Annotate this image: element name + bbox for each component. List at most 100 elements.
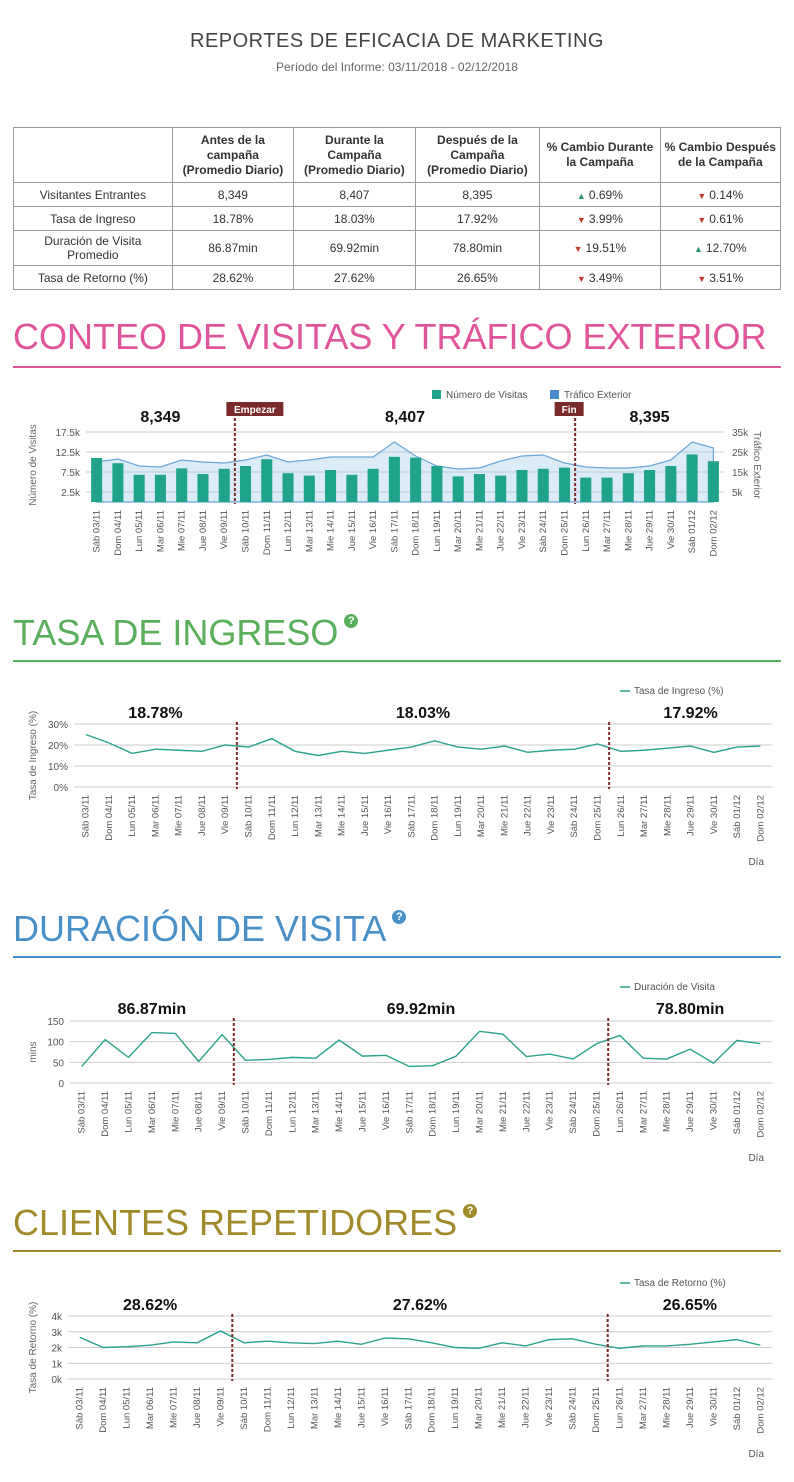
x-tick-label: Mar 13/11 — [309, 1387, 320, 1429]
visits-bar — [686, 454, 698, 502]
summary-cell-after: 26.65% — [414, 265, 541, 290]
x-tick-label: Mar 20/11 — [453, 510, 464, 552]
x-tick-label: Vie 23/11 — [546, 795, 557, 834]
x-tick-label: Jue 22/11 — [496, 510, 507, 551]
x-tick-label: Jue 29/11 — [645, 510, 656, 551]
legend-label: Duración de Visita — [634, 982, 715, 993]
help-icon[interactable]: ? — [344, 614, 359, 628]
x-axis-label: Día — [748, 1449, 764, 1460]
x-tick-label: Dom 02/12 — [755, 1091, 766, 1137]
x-tick-label: Vie 09/11 — [220, 795, 231, 834]
x-tick-label: Jue 22/11 — [521, 1387, 532, 1428]
x-tick-label: Lun 05/11 — [122, 1387, 133, 1429]
help-icon[interactable]: ? — [392, 910, 407, 924]
summary-header-row: Antes de la campaña (Promedio Diario) Du… — [13, 127, 782, 183]
y2-tick-label: 5k — [732, 488, 744, 499]
x-tick-label: Vie 09/11 — [217, 1091, 228, 1130]
summary-cell-change-after: ▼ 0.61% — [659, 206, 782, 231]
x-tick-label: Jue 29/11 — [686, 795, 697, 836]
y-tick-label: 17.5k — [56, 428, 81, 439]
summary-cell-change-during: ▼ 3.99% — [539, 206, 661, 231]
x-tick-label: Sáb 03/11 — [92, 510, 103, 553]
x-tick-label: Vie 30/11 — [708, 1387, 719, 1426]
visits-bar — [218, 468, 230, 502]
y2-tick-label: 25k — [732, 448, 749, 459]
x-tick-label: Dom 25/11 — [560, 510, 571, 556]
x-tick-label: Mie 14/11 — [333, 1387, 344, 1428]
summary-row-label: Tasa de Ingreso — [13, 206, 173, 231]
period-average-label: 8,407 — [385, 409, 425, 426]
x-tick-label: Sáb 17/11 — [389, 510, 400, 553]
summary-header-change-during: % Cambio Durante la Campaña — [539, 127, 661, 183]
data-line — [79, 1330, 761, 1349]
x-tick-label: Mar 27/11 — [638, 1091, 649, 1133]
visits-bar — [261, 459, 273, 502]
x-tick-label: Mie 21/11 — [474, 510, 485, 551]
summary-header-blank — [13, 127, 173, 183]
arrow-down-icon: ▼ — [697, 273, 707, 284]
x-tick-label: Lun 26/11 — [581, 510, 592, 552]
visit-duration-chart: 0 50 100 150 mins Sáb 03/11 Dom 04/11 Lun 05/11… — [28, 982, 772, 1164]
legend-swatch — [550, 390, 559, 399]
summary-cell-change-after: ▼ 3.51% — [659, 265, 782, 290]
x-tick-label: Mar 20/11 — [476, 795, 487, 837]
help-icon[interactable]: ? — [463, 1204, 478, 1218]
summary-row-label: Visitantes Entrantes — [13, 182, 173, 207]
x-tick-label: Mie 07/11 — [174, 795, 185, 836]
x-tick-label: Mie 21/11 — [498, 1091, 509, 1132]
x-tick-label: Vie 09/11 — [216, 1387, 227, 1426]
x-tick-label: Mar 20/11 — [475, 1091, 486, 1133]
y-tick-label: 0% — [54, 783, 69, 794]
x-tick-label: Dom 02/12 — [755, 795, 766, 841]
visits-bar — [410, 457, 422, 502]
visits-bar — [303, 475, 315, 502]
data-line — [85, 733, 761, 757]
x-tick-label: Dom 18/11 — [428, 1091, 439, 1137]
x-tick-label: Vie 23/11 — [517, 510, 528, 549]
x-tick-label: Vie 16/11 — [368, 510, 379, 549]
x-tick-label: Dom 02/12 — [708, 510, 719, 556]
x-tick-label: Sáb 10/11 — [239, 1387, 250, 1430]
x-tick-label: Dom 11/11 — [262, 510, 273, 555]
return-rate-chart: 0k 1k 2k 3k 4k Tasa de Retorno (%) Sáb 03/11 Do… — [28, 1278, 772, 1460]
x-tick-label: Dom 25/11 — [591, 1387, 602, 1433]
x-tick-label: Vie 16/11 — [380, 1387, 391, 1426]
visits-bar — [558, 467, 571, 502]
legend-swatch — [432, 390, 441, 399]
arrow-down-icon: ▼ — [697, 190, 707, 201]
section-title-duration-text: DURACIÓN DE VISITA — [13, 908, 387, 949]
report-title: REPORTES DE EFICACIA DE MARKETING — [190, 30, 604, 52]
visits-bar — [537, 468, 549, 502]
campaign-marker-badge — [554, 402, 584, 416]
arrow-up-icon: ▲ — [693, 243, 703, 254]
x-tick-label: Lun 26/11 — [614, 1387, 625, 1429]
summary-cell-before: 28.62% — [171, 265, 295, 290]
legend-label: Número de Visitas — [446, 390, 528, 401]
section-title-visits: CONTEO DE VISITAS Y TRÁFICO EXTERIOR — [13, 316, 766, 358]
y-axis-label: mins — [28, 1041, 39, 1062]
visits-bar — [665, 466, 677, 502]
x-tick-label: Lun 05/11 — [127, 795, 138, 837]
x-tick-label: Sáb 17/11 — [403, 1387, 414, 1430]
x-tick-label: Dom 02/12 — [755, 1387, 766, 1433]
x-tick-label: Dom 04/11 — [100, 1091, 111, 1137]
change-value: 3.99% — [588, 211, 623, 226]
x-tick-label: Vie 16/11 — [383, 795, 394, 834]
y-tick-label: 4k — [51, 1312, 63, 1323]
section-rule-entry — [13, 660, 781, 662]
x-tick-label: Vie 16/11 — [381, 1091, 392, 1130]
y-axis-label: Tasa de Ingreso (%) — [28, 711, 39, 801]
x-tick-label: Jue 08/11 — [198, 510, 209, 551]
visits-bar — [495, 475, 507, 502]
summary-body: Visitantes Entrantes 8,349 8,407 8,395 ▲ 0.69… — [13, 182, 782, 290]
x-tick-label: Sáb 03/11 — [81, 795, 92, 838]
x-tick-label: Mie 14/11 — [334, 1091, 345, 1132]
visits-bar — [239, 466, 252, 502]
x-tick-label: Mar 06/11 — [145, 1387, 156, 1429]
x-tick-label: Lun 12/11 — [290, 795, 301, 837]
arrow-down-icon: ▼ — [576, 214, 586, 225]
y-tick-label: 0k — [51, 1375, 63, 1386]
x-tick-label: Sáb 01/12 — [687, 510, 698, 553]
x-tick-label: Lun 12/11 — [283, 510, 294, 552]
